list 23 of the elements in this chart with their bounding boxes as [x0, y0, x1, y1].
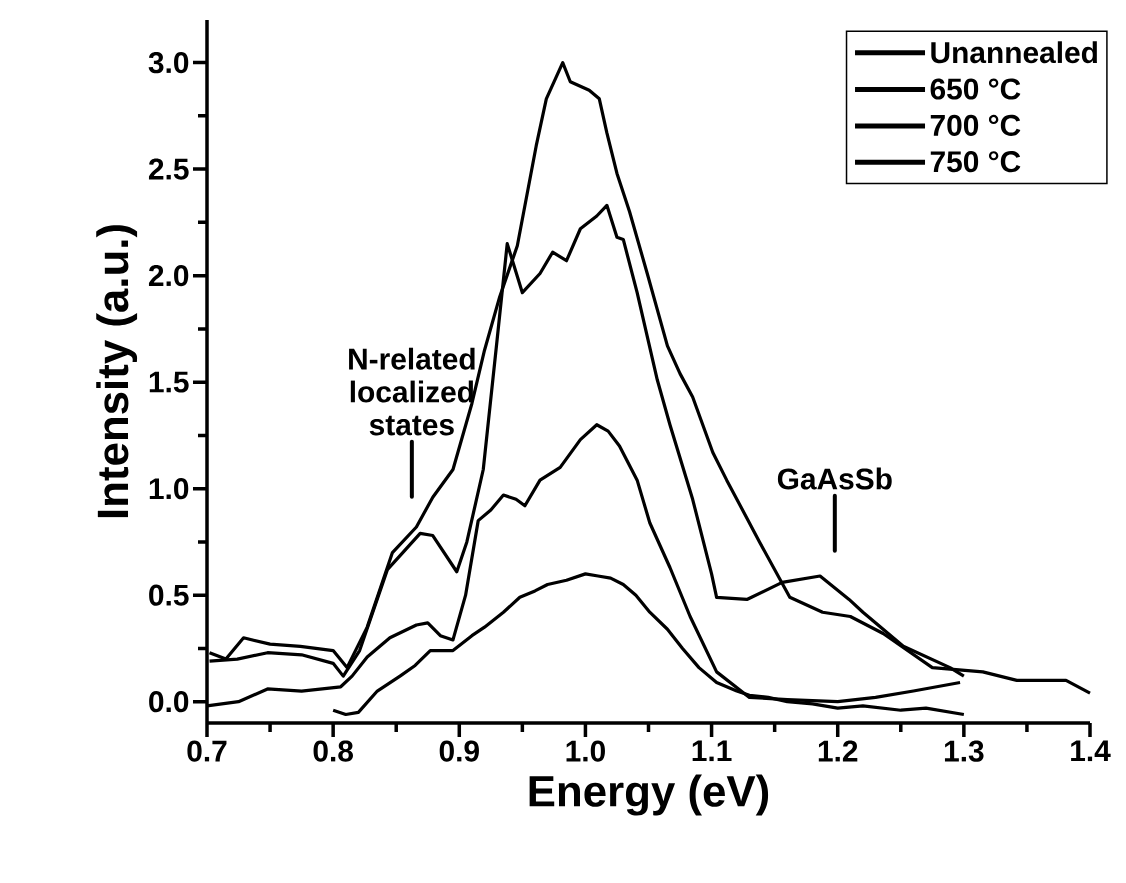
y-tick-label: 2.0 [148, 265, 189, 287]
x-axis-title: Energy (eV) [529, 774, 769, 816]
y-tick-label: 0.0 [149, 691, 189, 713]
x-tick-label: 0.7 [187, 740, 227, 762]
legend-label: 700 °C [930, 114, 1021, 136]
x-tick-label: 1.0 [566, 740, 605, 762]
x-tick-label: 1.1 [692, 740, 732, 762]
y-tick-label: 0.5 [149, 584, 189, 606]
y-axis-title: Intensity (a.u.) [96, 225, 138, 518]
x-tick-label: 1.4 [1071, 740, 1111, 762]
x-tick-label: 0.9 [439, 740, 479, 762]
y-tick-label: 1.0 [149, 478, 189, 500]
x-tick-label: 1.3 [944, 740, 984, 762]
y-tick-label: 3.0 [148, 51, 189, 74]
annotation: GaAsSb [777, 467, 892, 490]
y-tick-label: 1.5 [149, 371, 189, 393]
legend-label: 750 °C [930, 151, 1021, 173]
legend-label: 650 °C [930, 78, 1021, 100]
y-tick-label: 2.5 [148, 158, 189, 180]
legend-label: Unannealed [931, 41, 1097, 64]
annotation: N-related localized states [349, 347, 475, 436]
x-tick-label: 0.8 [313, 740, 353, 762]
x-tick-label: 1.2 [818, 740, 858, 762]
